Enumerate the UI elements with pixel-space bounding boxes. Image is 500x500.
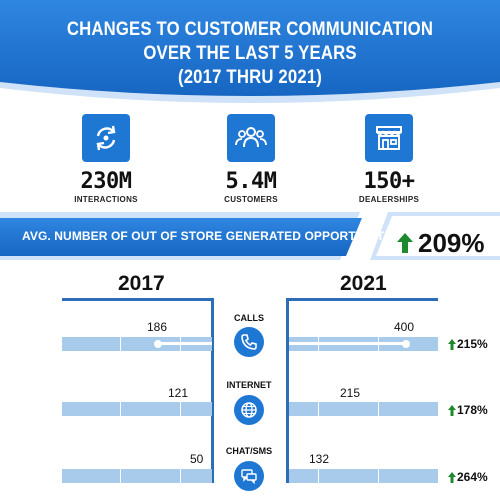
bar-track-2017: [62, 402, 212, 416]
opportunities-change: 209%: [418, 228, 485, 258]
bar-2021-chat: [289, 469, 438, 483]
change-calls: 215%: [448, 337, 488, 351]
opportunities-banner: [0, 212, 500, 260]
value-2017: 50: [190, 452, 204, 466]
divider-right-vertical: [286, 298, 289, 483]
opportunities-background: [0, 212, 500, 260]
value-2017: 121: [168, 386, 189, 400]
bar-track-2021: [289, 469, 438, 483]
bar-2017-calls: [62, 337, 212, 351]
up-arrow-icon: [397, 233, 413, 253]
group-users-icon: [227, 114, 275, 162]
phone-icon: [234, 327, 264, 357]
stat-customers: 5.4M CUSTOMERS: [186, 114, 316, 204]
year-right: 2021: [340, 272, 387, 295]
up-arrow-icon: [448, 339, 456, 351]
page-title: CHANGES TO CUSTOMER COMMUNICATION OVER T…: [0, 18, 500, 90]
change-value: 215%: [457, 337, 488, 351]
opportunities-label: AVG. NUMBER OF OUT OF STORE GENERATED OP…: [22, 229, 404, 243]
bar-2021-internet: [289, 402, 438, 416]
value-2021: 215: [340, 386, 361, 400]
year-left: 2017: [118, 272, 165, 295]
stat-value: 230M: [80, 169, 132, 194]
up-arrow-icon: [448, 405, 456, 417]
globe-icon: [234, 395, 264, 425]
bar-2017-chat: [62, 469, 212, 483]
refresh-icon: [82, 114, 130, 162]
stat-value: 150+: [363, 169, 415, 194]
bar-track-2017: [62, 469, 212, 483]
change-value: 178%: [457, 403, 488, 417]
value-2021: 400: [394, 320, 415, 334]
stat-value: 5.4M: [225, 169, 277, 194]
stat-dealerships: 150+ DEALERSHIPS: [324, 114, 454, 204]
stat-label: CUSTOMERS: [224, 195, 278, 204]
divider-left-vertical: [211, 298, 214, 483]
stat-label: DEALERSHIPS: [358, 195, 420, 204]
up-arrow-icon: [448, 472, 456, 484]
banner-background: [0, 0, 500, 103]
value-2017: 186: [147, 320, 168, 334]
channel-label: CHAT/SMS: [225, 446, 273, 456]
divider-right: [286, 298, 438, 301]
title-line-1: CHANGES TO CUSTOMER COMMUNICATION: [66, 19, 434, 40]
change-internet: 178%: [448, 403, 488, 417]
bar-2017-internet: [62, 402, 212, 416]
channel-label: INTERNET: [226, 380, 272, 390]
divider-left: [62, 298, 214, 301]
chat-icon: [234, 461, 264, 491]
title-line-3: (2017 THRU 2021): [177, 67, 323, 88]
change-value: 264%: [457, 470, 488, 484]
stat-label: INTERACTIONS: [74, 195, 138, 204]
header-banner: CHANGES TO CUSTOMER COMMUNICATION OVER T…: [0, 0, 500, 108]
bar-2021-calls: [289, 337, 438, 351]
value-2021: 132: [309, 452, 330, 466]
stat-interactions: 230M INTERACTIONS: [41, 114, 171, 204]
title-line-2: OVER THE LAST 5 YEARS: [143, 43, 357, 64]
change-chat: 264%: [448, 470, 488, 484]
storefront-icon: [365, 114, 413, 162]
channel-label: CALLS: [234, 313, 264, 323]
bar-track-2021: [289, 402, 438, 416]
